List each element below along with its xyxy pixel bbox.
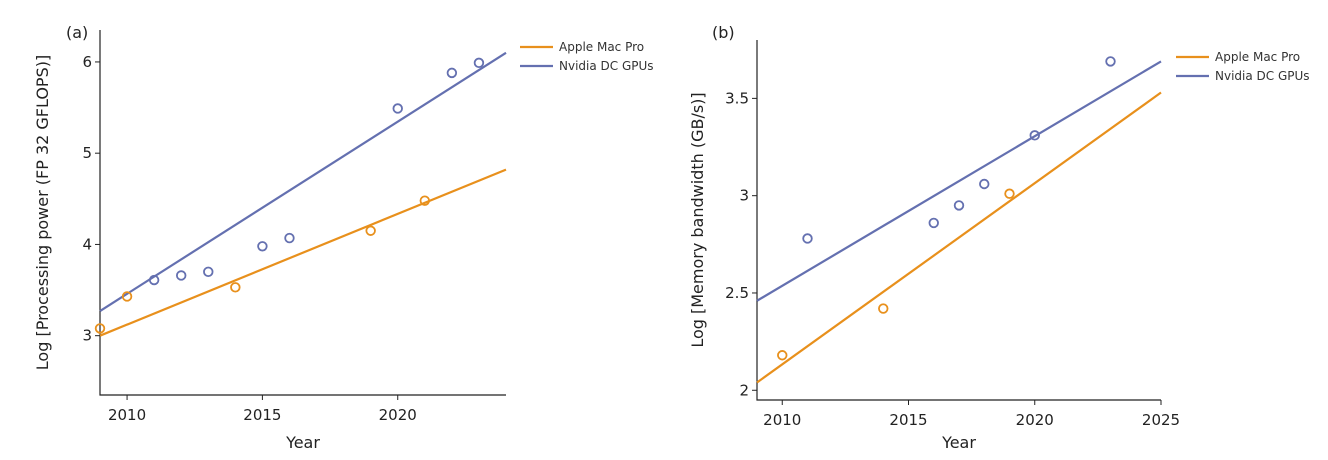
panel-b-ytick-label: 2 (739, 381, 749, 399)
panel-b-point-nvidia (953, 200, 965, 211)
panel-b-point-apple (878, 303, 889, 314)
panel-a-legend-label-nvidia: Nvidia DC GPUs (559, 59, 654, 73)
panel-a-point-nvidia (175, 270, 187, 281)
panel-a-ytick-label: 4 (82, 235, 92, 253)
panel-b-point-nvidia (928, 217, 939, 229)
panel-a-ylabel: Log [Processing power (FP 32 GFLOPS)] (33, 55, 52, 370)
panel-a-xlabel: Year (285, 433, 320, 452)
panel-a-label: (a) (66, 23, 88, 42)
panel-a-point-apple (94, 323, 106, 334)
panel-b-legend-label-nvidia: Nvidia DC GPUs (1215, 69, 1310, 83)
panel-a-point-nvidia (473, 57, 485, 69)
panel-a-point-nvidia (284, 232, 295, 244)
panel-a-fit-line-apple (99, 168, 507, 337)
panel-b-xtick-label: 2010 (763, 411, 801, 429)
panel-a-xtick-label: 2020 (379, 406, 417, 424)
panel-a-fit-line-nvidia (99, 51, 507, 312)
panel-b-axes (756, 40, 1161, 401)
panel-a-legend-label-apple: Apple Mac Pro (559, 40, 644, 54)
panel-b-point-nvidia (1029, 130, 1040, 141)
panel-a-point-nvidia (257, 241, 268, 252)
panel-b-point-apple (1004, 188, 1015, 199)
panel-b-point-nvidia (1105, 56, 1116, 67)
panel-a-point-nvidia (392, 103, 403, 114)
panel-a-point-apple (419, 195, 431, 206)
panel-b-fit-line-nvidia (756, 60, 1162, 302)
panel-b-ytick-label: 3.5 (725, 89, 749, 107)
panel-b-xtick-label: 2020 (1016, 411, 1054, 429)
panel-a-point-nvidia (203, 266, 214, 278)
panel-a-ytick-label: 3 (82, 327, 92, 345)
panel-a-xtick-label: 2015 (243, 406, 281, 424)
panel-a-point-apple (230, 282, 241, 293)
panel-b-xtick-label: 2015 (889, 411, 927, 429)
panel-b-ylabel: Log [Memory bandwidth (GB/s)] (688, 92, 707, 347)
panel-a-point-apple (121, 291, 133, 302)
panel-b-point-nvidia (802, 233, 813, 244)
panel-b-point-apple (777, 350, 788, 361)
panel-a-point-nvidia (148, 274, 160, 286)
panel-b-legend-label-apple: Apple Mac Pro (1215, 50, 1300, 64)
panel-b-ytick-label: 2.5 (725, 284, 749, 302)
panel-b-xtick-label: 2025 (1142, 411, 1180, 429)
panel-b-label: (b) (712, 23, 735, 42)
panel-a-ytick-label: 5 (82, 144, 92, 162)
panel-a-point-nvidia (446, 67, 458, 79)
panel-a-axes (99, 30, 506, 396)
panel-b-fit-line-apple (756, 91, 1162, 384)
panel-b-point-nvidia (979, 178, 990, 190)
panel-b-ytick-label: 3 (739, 187, 749, 205)
panel-a-ytick-label: 6 (82, 53, 92, 71)
panel-b-xlabel: Year (941, 433, 976, 452)
panel-a-xtick-label: 2010 (108, 406, 146, 424)
panel-a-point-apple (365, 225, 376, 236)
